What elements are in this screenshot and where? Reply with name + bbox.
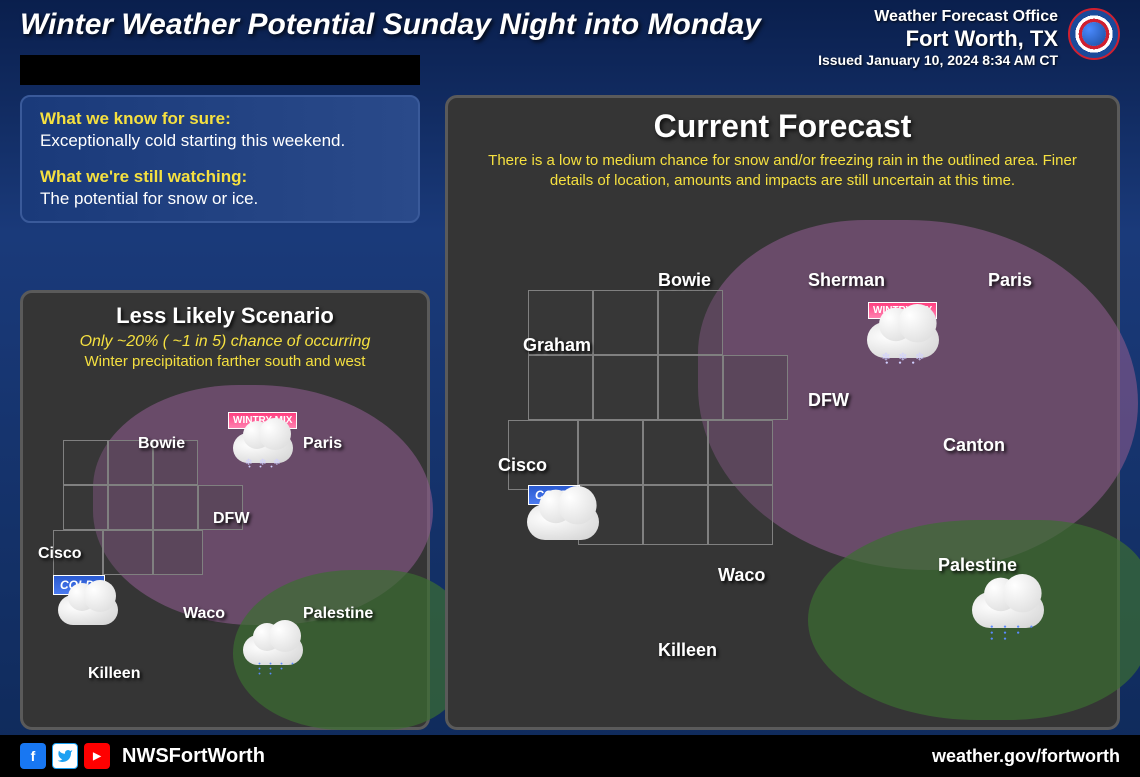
county [578, 420, 643, 485]
nws-logo-icon [1068, 8, 1120, 60]
county [708, 485, 773, 545]
scenario-subtitle-2: Winter precipitation farther south and w… [33, 353, 417, 370]
city-paris: Paris [988, 270, 1032, 291]
county [103, 530, 153, 575]
city-palestine: Palestine [938, 555, 1017, 576]
city-bowie: Bowie [658, 270, 711, 291]
social-links: f NWSFortWorth [20, 743, 265, 769]
rain-cloud-icon: ・・・・・・・・・ [972, 586, 1044, 634]
city-dfw: DFW [808, 390, 849, 411]
city-paris: Paris [303, 435, 342, 453]
forecast-panel: Current Forecast There is a low to mediu… [445, 95, 1120, 730]
facebook-icon[interactable]: f [20, 743, 46, 769]
city-canton: Canton [943, 435, 1005, 456]
info-text-1: Exceptionally cold starting this weekend… [40, 131, 400, 151]
city-graham: Graham [523, 335, 591, 356]
wintry-cloud-icon: ❄ ❄ ❄・・・ [867, 316, 939, 364]
county [63, 440, 108, 485]
county [643, 420, 708, 485]
info-text-2: The potential for snow or ice. [40, 189, 400, 209]
info-panel: What we know for sure: Exceptionally col… [20, 95, 420, 223]
office-info: Weather Forecast Office Fort Worth, TX I… [818, 8, 1120, 72]
forecast-title: Current Forecast [468, 108, 1097, 145]
county [643, 485, 708, 545]
wintry-cloud-icon: ❄ ❄ ❄・・・ [233, 428, 293, 468]
youtube-icon[interactable] [84, 743, 110, 769]
county [723, 355, 788, 420]
scenario-panel: Less Likely Scenario Only ~20% ( ~1 in 5… [20, 290, 430, 730]
city-sherman: Sherman [808, 270, 885, 291]
city-dfw: DFW [213, 510, 249, 528]
city-bowie: Bowie [138, 435, 185, 453]
redaction-bar [20, 55, 420, 85]
city-cisco: Cisco [38, 545, 82, 563]
info-heading-1: What we know for sure: [40, 109, 400, 129]
forecast-subtitle: There is a low to medium chance for snow… [468, 151, 1097, 190]
info-heading-2: What we're still watching: [40, 167, 400, 187]
city-waco: Waco [718, 565, 765, 586]
county [593, 355, 658, 420]
county [658, 355, 723, 420]
footer: f NWSFortWorth weather.gov/fortworth [0, 735, 1140, 777]
county [593, 290, 658, 355]
county [153, 485, 198, 530]
office-location: Fort Worth, TX [818, 26, 1058, 52]
scenario-title: Less Likely Scenario [33, 303, 417, 329]
twitter-icon[interactable] [52, 743, 78, 769]
county [63, 485, 108, 530]
county [658, 290, 723, 355]
rain-cloud-icon: ・・・・・・・・・ [243, 630, 303, 670]
county [708, 420, 773, 485]
county [528, 355, 593, 420]
scenario-subtitle-1: Only ~20% ( ~1 in 5) chance of occurring [33, 333, 417, 351]
county [153, 530, 203, 575]
city-palestine: Palestine [303, 605, 373, 623]
city-waco: Waco [183, 605, 225, 623]
cold-cloud-icon [527, 498, 599, 546]
office-label: Weather Forecast Office [818, 8, 1058, 26]
city-killeen: Killeen [658, 640, 717, 661]
issued-timestamp: Issued January 10, 2024 8:34 AM CT [818, 52, 1058, 68]
cold-cloud-icon [58, 590, 118, 630]
county [108, 485, 153, 530]
social-handle: NWSFortWorth [122, 745, 265, 768]
city-cisco: Cisco [498, 455, 547, 476]
footer-url[interactable]: weather.gov/fortworth [932, 746, 1120, 767]
city-killeen: Killeen [88, 665, 140, 683]
